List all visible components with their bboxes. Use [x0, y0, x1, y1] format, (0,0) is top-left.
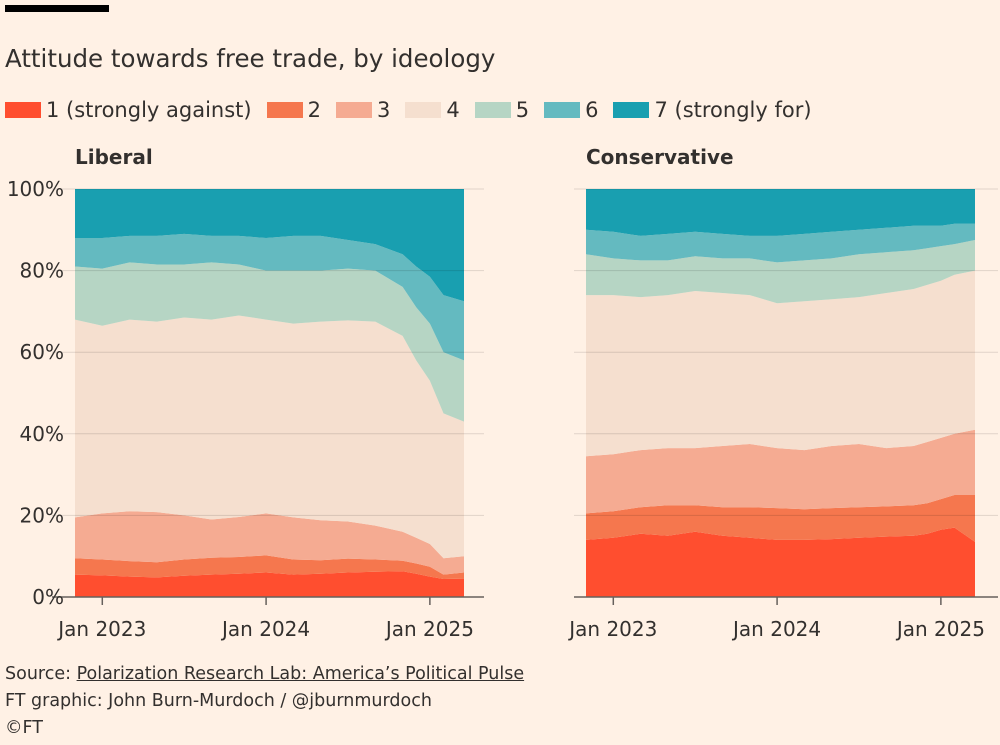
legend-label-7: 7 (strongly for) [654, 98, 812, 122]
legend-swatch-6 [544, 102, 581, 118]
source-line: Source: Polarization Research Lab: Ameri… [5, 664, 524, 684]
legend-item-6: 6 [544, 98, 598, 122]
legend-item-5: 5 [474, 98, 530, 122]
liberal-area-level-1 [75, 571, 464, 597]
liberal-area-level-5 [75, 262, 464, 422]
liberal-area-level-6 [75, 233, 464, 361]
liberal-area-level-4 [75, 315, 464, 559]
legend-label-4: 4 [446, 98, 460, 122]
legend-swatch-7 [613, 102, 650, 118]
credit-line: FT graphic: John Burn-Murdoch / @jburnmu… [5, 691, 432, 711]
legend-label-3: 3 [376, 98, 391, 122]
y-tick-label: 80% [20, 259, 64, 283]
conservative-area-level-5 [586, 240, 975, 304]
conservative-area-level-6 [586, 223, 975, 263]
source-link[interactable]: Polarization Research Lab: America’s Pol… [76, 664, 525, 684]
legend-item-7: 7 (strongly for) [613, 98, 812, 122]
y-tick-label: 0% [32, 585, 64, 609]
legend-item-4: 4 [405, 98, 460, 122]
source-prefix: Source: [5, 664, 77, 684]
ft-top-bar [5, 5, 109, 12]
legend-swatch-1 [5, 102, 41, 118]
legend-item-3: 3 [335, 98, 391, 122]
liberal-gridlines [52, 188, 484, 598]
legend-item-1: 1 (strongly against) [5, 98, 252, 122]
conservative-x-tick-label: Jan 2024 [731, 617, 821, 641]
conservative-area-level-2 [586, 495, 975, 542]
copyright-line: ©FT [5, 718, 43, 738]
liberal-area-level-7 [75, 189, 464, 302]
legend-label-5: 5 [515, 98, 530, 122]
legend-label-6: 6 [585, 98, 599, 122]
y-tick-label: 60% [20, 340, 64, 364]
legend-swatch-5 [474, 102, 511, 118]
liberal-area-level-3 [75, 511, 464, 575]
liberal-areas [75, 189, 464, 597]
legend-label-2: 2 [307, 98, 321, 122]
chart-title: Attitude towards free trade, by ideology [5, 44, 496, 73]
conservative-area-level-3 [586, 429, 975, 514]
conservative-area-level-4 [586, 270, 975, 457]
conservative-area-level-7 [586, 189, 975, 236]
y-tick-label: 40% [20, 422, 64, 446]
legend-swatch-4 [405, 102, 442, 118]
legend-item-2: 2 [266, 98, 321, 122]
conservative-panel-title: Conservative [586, 145, 734, 169]
liberal-panel-title: Liberal [75, 145, 153, 169]
conservative-area-level-1 [586, 527, 975, 597]
liberal-x-tick-label: Jan 2025 [384, 617, 474, 641]
legend-swatch-2 [266, 102, 303, 118]
legend-swatch-3 [335, 102, 372, 118]
liberal-x-tick-label: Jan 2024 [220, 617, 310, 641]
legend-label-1: 1 (strongly against) [46, 98, 252, 122]
conservative-x-tick-label: Jan 2023 [567, 617, 657, 641]
legend: 1 (strongly against) 2 3 4 5 6 7 (strong… [5, 95, 827, 125]
conservative-gridlines [574, 188, 998, 598]
conservative-areas [586, 189, 975, 597]
y-tick-label: 100% [7, 177, 64, 201]
conservative-x-tick-label: Jan 2025 [895, 617, 985, 641]
liberal-x-tick-label: Jan 2023 [56, 617, 146, 641]
liberal-area-level-2 [75, 555, 464, 579]
y-tick-label: 20% [20, 503, 64, 527]
